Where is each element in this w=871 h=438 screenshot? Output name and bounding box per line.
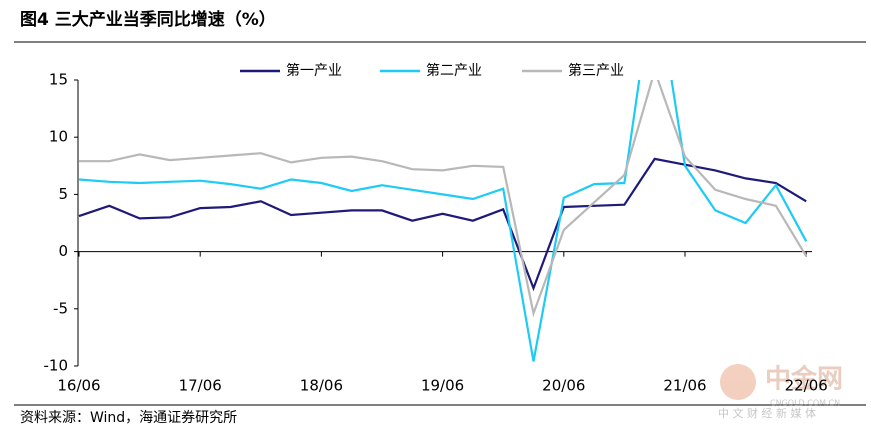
y-tick-label: 15 — [49, 71, 68, 89]
watermark-site: CNGOLD.COM.CN — [770, 399, 840, 408]
series-line — [78, 80, 808, 362]
legend-label: 第三产业 — [568, 62, 624, 79]
y-tick-label: -5 — [53, 299, 68, 317]
series-line — [79, 80, 808, 318]
legend-label: 第一产业 — [286, 62, 342, 79]
legend-label: 第二产业 — [426, 62, 482, 79]
watermark-logo-icon — [720, 364, 756, 400]
series-line — [78, 157, 807, 292]
y-tick-label: 5 — [58, 185, 68, 203]
y-tick-label: 0 — [58, 242, 68, 260]
x-tick-label: 17/06 — [179, 377, 222, 395]
x-tick-label: 20/06 — [542, 377, 585, 395]
chart-title: 图4 三大产业当季同比增速（%） — [20, 9, 276, 30]
x-tick-label: 22/06 — [785, 377, 828, 395]
watermark-logo: 中金网 — [765, 364, 843, 395]
x-tick-label: 19/06 — [421, 377, 464, 395]
plot-area — [78, 80, 808, 362]
watermark-slogan: 中 文 财 经 新 媒 体 — [718, 406, 816, 420]
x-tick-label: 18/06 — [300, 377, 343, 395]
y-tick-label: -10 — [44, 357, 69, 375]
y-tick-label: 10 — [49, 128, 68, 146]
x-tick-label: 21/06 — [663, 377, 706, 395]
x-tick-label: 16/06 — [57, 377, 100, 395]
watermark: 中金网 CNGOLD.COM.CN 中 文 财 经 新 媒 体 — [718, 364, 843, 421]
source: 资料来源：Wind，海通证券研究所 — [20, 410, 237, 426]
